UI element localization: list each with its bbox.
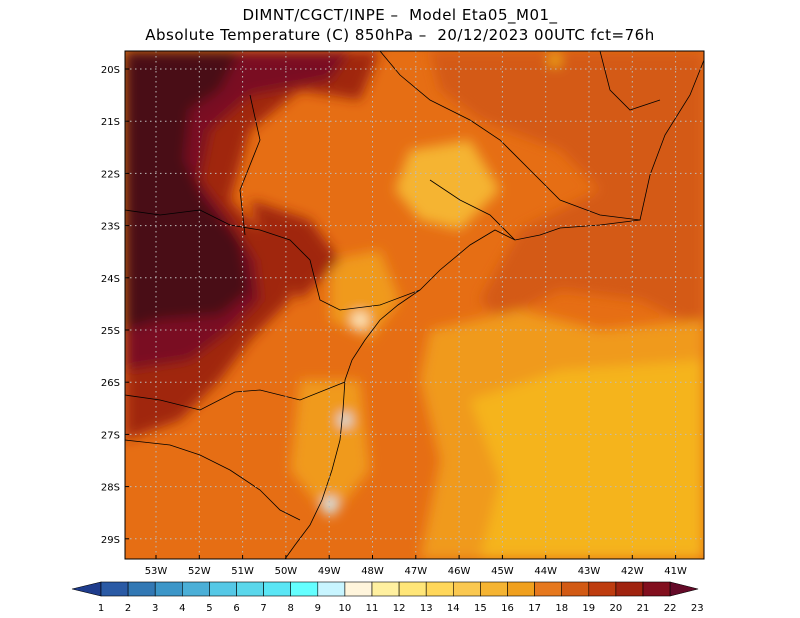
colorbar-label: 12 [393, 603, 406, 614]
lon-label: 49W [318, 566, 341, 577]
colorbar-label: 18 [555, 603, 568, 614]
colorbar-label: 3 [152, 603, 158, 614]
colorbar-arrow-high [669, 581, 699, 597]
colorbar-swatch [561, 581, 590, 597]
lat-label: 28S [101, 483, 120, 494]
state-border-3 [125, 381, 346, 411]
lon-label: 50W [275, 566, 298, 577]
colorbar: 1 2 3 4 5 6 7 8 9 10 11 12 13 14 15 16 17 18 19 20 21 22 23 [71, 581, 704, 614]
colorbar-label: 16 [501, 603, 514, 614]
lon-label: 45W [491, 566, 514, 577]
colorbar-label: 4 [179, 603, 185, 614]
colorbar-label: 7 [260, 603, 266, 614]
state-border-2 [125, 209, 421, 311]
colorbar-label: 15 [474, 603, 487, 614]
lat-label: 22S [101, 169, 120, 180]
colorbar-label: 23 [691, 603, 704, 614]
colorbar-label: 22 [664, 603, 677, 614]
colorbar-swatch [127, 581, 156, 597]
colorbar-swatch [344, 581, 373, 597]
map-title-line-2: Absolute Temperature (C) 850hPa – 20/12/… [145, 26, 655, 44]
lon-label: 42W [621, 566, 644, 577]
lon-label: 51W [231, 566, 254, 577]
lat-label: 26S [101, 378, 120, 389]
lat-label: 25S [101, 326, 120, 337]
state-border-6 [599, 51, 661, 111]
colorbar-swatch [480, 581, 508, 597]
colorbar-label: 21 [637, 603, 650, 614]
colorbar-label: 10 [339, 603, 352, 614]
colorbar-label: 5 [206, 603, 212, 614]
colorbar-swatch [615, 581, 644, 597]
lon-label: 44W [534, 566, 557, 577]
map-title-line-1: DIMNT/CGCT/INPE – Model Eta05_M01_ [242, 6, 558, 24]
colorbar-label: 20 [610, 603, 623, 614]
colorbar-swatch [507, 581, 535, 597]
state-border-4 [125, 439, 301, 521]
longitude-labels: 53W 52W 51W 50W 49W 48W 47W 46W 45W 44W 43W 42W 41W [145, 555, 687, 577]
colorbar-label: 8 [288, 603, 294, 614]
colorbar-label: 19 [582, 603, 595, 614]
colorbar-swatch [371, 581, 400, 597]
lon-label: 47W [404, 566, 427, 577]
colorbar-label: 17 [528, 603, 541, 614]
colorbar-swatch [588, 581, 617, 597]
colorbar-swatch [182, 581, 210, 597]
colorbar-swatch [263, 581, 292, 597]
colorbar-swatch [154, 581, 183, 597]
lon-label: 43W [578, 566, 601, 577]
colorbar-swatch [398, 581, 427, 597]
latitude-labels: 20S 21S 22S 23S 24S 25S 26S 27S 28S 29S [101, 65, 129, 546]
lon-label: 53W [145, 566, 168, 577]
colorbar-label: 13 [420, 603, 433, 614]
colorbar-swatch [317, 581, 346, 597]
lat-label: 20S [101, 65, 120, 76]
colorbar-swatch [452, 581, 481, 597]
colorbar-swatch [642, 581, 671, 597]
lon-label: 52W [188, 566, 211, 577]
map-frame [124, 50, 705, 560]
lon-label: 48W [361, 566, 384, 577]
colorbar-swatch [209, 581, 237, 597]
lat-label: 24S [101, 274, 120, 285]
lat-label: 27S [101, 430, 120, 441]
temperature-field [125, 51, 704, 559]
colorbar-swatch [100, 581, 129, 597]
lon-label: 41W [664, 566, 687, 577]
colorbar-label: 6 [233, 603, 239, 614]
lon-label: 46W [448, 566, 471, 577]
colorbar-label: 1 [98, 603, 104, 614]
colorbar-swatch [425, 581, 454, 597]
lat-label: 21S [101, 117, 120, 128]
colorbar-swatch [290, 581, 319, 597]
colorbar-label: 11 [366, 603, 379, 614]
colorbar-label: 9 [315, 603, 321, 614]
colorbar-swatch [236, 581, 264, 597]
lat-label: 29S [101, 535, 120, 546]
lat-label: 23S [101, 222, 120, 233]
colorbar-label: 2 [125, 603, 131, 614]
state-border-1 [379, 51, 641, 221]
colorbar-arrow-low [71, 581, 102, 597]
colorbar-swatch [534, 581, 562, 597]
colorbar-label: 14 [447, 603, 460, 614]
graticule [125, 51, 704, 559]
